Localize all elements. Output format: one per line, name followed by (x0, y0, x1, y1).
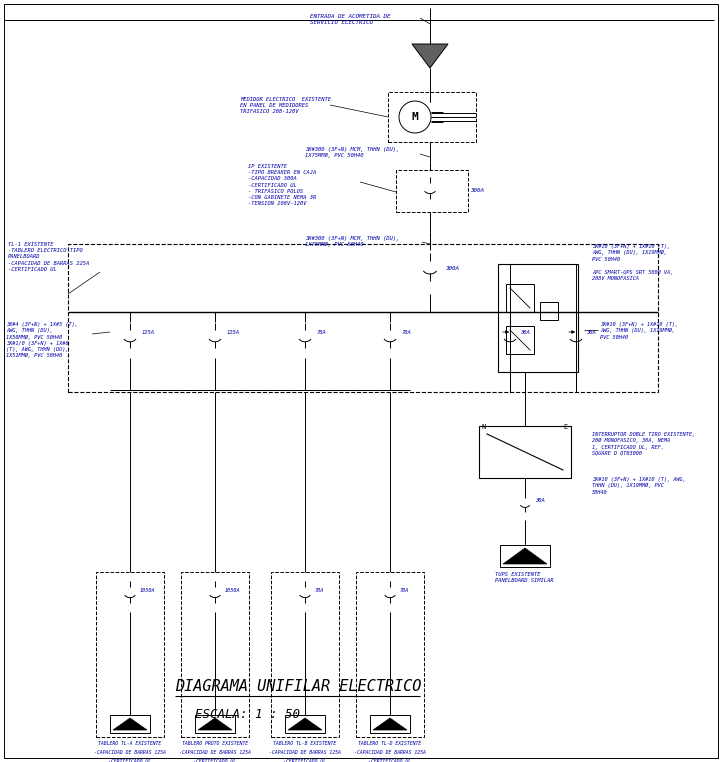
Bar (396, 170, 468, 212)
Polygon shape (113, 718, 147, 730)
Bar (370, 715, 410, 733)
Text: TABLERO TL-B EXISTENTE: TABLERO TL-B EXISTENTE (273, 741, 337, 746)
Text: 30A: 30A (535, 498, 544, 502)
Text: 125A: 125A (142, 329, 155, 335)
Bar (498, 264, 578, 372)
Bar (96, 572, 164, 737)
Bar (285, 715, 325, 733)
Bar (540, 302, 558, 320)
Text: N: N (481, 424, 485, 430)
Polygon shape (503, 548, 547, 564)
Text: -CAPACIDAD DE BARRAS 125A: -CAPACIDAD DE BARRAS 125A (179, 750, 251, 755)
Text: TABLERO TL-D EXISTENTE: TABLERO TL-D EXISTENTE (359, 741, 422, 746)
Text: 70A: 70A (400, 588, 409, 593)
Bar (388, 92, 476, 142)
Text: 1050A: 1050A (140, 588, 155, 593)
Text: INTERRUPTOR DOBLE TIRO EXISTENTE,
20Ø MONOFASICO, 30A, NEMA
1, CERTIFICADO UL, R: INTERRUPTOR DOBLE TIRO EXISTENTE, 20Ø MO… (592, 432, 695, 456)
Bar (110, 715, 150, 733)
Text: -CAPACIDAD DE BARRAS 125A: -CAPACIDAD DE BARRAS 125A (354, 750, 426, 755)
Text: -CERTIFICADO UL: -CERTIFICADO UL (369, 759, 411, 762)
Text: 1050A: 1050A (225, 588, 241, 593)
Bar (195, 715, 235, 733)
Text: IP EXISTENTE
-TIPO BREAKER EN CAJA
-CAPACIDAD 300A
-CERTIFICADO UL
- TRIFASICO P: IP EXISTENTE -TIPO BREAKER EN CAJA -CAPA… (248, 164, 316, 207)
Bar (271, 572, 339, 737)
Bar (506, 284, 534, 312)
Text: APC SMART-UPS SRT 5000 VA,
208V MONOFASICA: APC SMART-UPS SRT 5000 VA, 208V MONOFASI… (592, 270, 673, 281)
Text: TABLERO PROTO EXISTENTE: TABLERO PROTO EXISTENTE (182, 741, 248, 746)
Text: 30A: 30A (586, 329, 596, 335)
Text: ENTRADA DE ACOMETIDA DE
SERVICIO ELECTRICO: ENTRADA DE ACOMETIDA DE SERVICIO ELECTRI… (310, 14, 390, 25)
Bar (479, 426, 571, 478)
Bar (500, 545, 550, 567)
Text: E: E (563, 424, 568, 430)
Text: -CERTIFICADO UL: -CERTIFICADO UL (194, 759, 236, 762)
Text: -CERTIFICADO UL: -CERTIFICADO UL (108, 759, 152, 762)
Text: M: M (411, 112, 419, 122)
Polygon shape (288, 718, 322, 730)
Text: 30A: 30A (520, 329, 530, 335)
Text: -CAPACIDAD DE BARRAS 125A: -CAPACIDAD DE BARRAS 125A (269, 750, 341, 755)
Text: DIAGRAMA UNIFILAR ELECTRICO: DIAGRAMA UNIFILAR ELECTRICO (175, 679, 422, 694)
Bar (181, 572, 249, 737)
Text: 3X#10 (3F+N) + 1X#10 (T), AWG,
THHN (DU), 1X19MMØ, PVC
50H40: 3X#10 (3F+N) + 1X#10 (T), AWG, THHN (DU)… (592, 477, 685, 495)
Bar (356, 572, 424, 737)
Text: 3X#4 (3F+N) + 1X#5 (T),
AWG, THHN (DU),
1X50MMØ, PVC 50H40
3X#1/0 (3F+N) + 1X#6
: 3X#4 (3F+N) + 1X#5 (T), AWG, THHN (DU), … (6, 322, 78, 358)
Text: 3X#10 (3F+N) + 1X#10 (T),
AWG, THHN (DU), 1X19MMØ,
PVC 50H40: 3X#10 (3F+N) + 1X#10 (T), AWG, THHN (DU)… (592, 244, 670, 261)
Text: 300A: 300A (470, 187, 484, 193)
Text: 125A: 125A (227, 329, 240, 335)
Text: TUPS EXISTENTE
PANELBOARD SIMILAR: TUPS EXISTENTE PANELBOARD SIMILAR (495, 572, 554, 583)
Text: -CERTIFICADO UL: -CERTIFICADO UL (283, 759, 327, 762)
Text: MEDIDOR ELECTRICO  EXISTENTE
EN PANEL DE MEDIDORES
TRIFASICO 208-120V: MEDIDOR ELECTRICO EXISTENTE EN PANEL DE … (240, 97, 331, 114)
Text: 3X#300 (3F+N) MCM, THHN (DU),
1X75MMØ, PVC 50H40: 3X#300 (3F+N) MCM, THHN (DU), 1X75MMØ, P… (305, 147, 399, 158)
Polygon shape (198, 718, 232, 730)
Text: 3X#10 (3F+N) + 1X#10 (T),
AWG, THHN (DU), 1X19MMØ,
PVC 50H40: 3X#10 (3F+N) + 1X#10 (T), AWG, THHN (DU)… (600, 322, 678, 340)
Text: TL-1 EXISTENTE
-TABLERO ELECTRICO TIPO
PANELBOARD
-CAPACIDAD DE BARRAS 225A
-CER: TL-1 EXISTENTE -TABLERO ELECTRICO TIPO P… (8, 242, 89, 272)
Text: -CAPACIDAD DE BARRAS 125A: -CAPACIDAD DE BARRAS 125A (94, 750, 166, 755)
Text: 70A: 70A (402, 329, 412, 335)
Text: 3X#300 (3F+N) MCM, THHN (DU),
1X75MMØ, PVC 50H40: 3X#300 (3F+N) MCM, THHN (DU), 1X75MMØ, P… (305, 236, 399, 248)
Text: 70A: 70A (315, 588, 325, 593)
Text: ESCALA: 1 : 50: ESCALA: 1 : 50 (195, 708, 300, 721)
Polygon shape (373, 718, 407, 730)
Polygon shape (412, 44, 448, 68)
Text: 70A: 70A (317, 329, 327, 335)
Bar (506, 326, 534, 354)
Text: 300A: 300A (445, 265, 459, 271)
Bar (68, 244, 658, 392)
Text: TABLERO TL-A EXISTENTE: TABLERO TL-A EXISTENTE (98, 741, 162, 746)
